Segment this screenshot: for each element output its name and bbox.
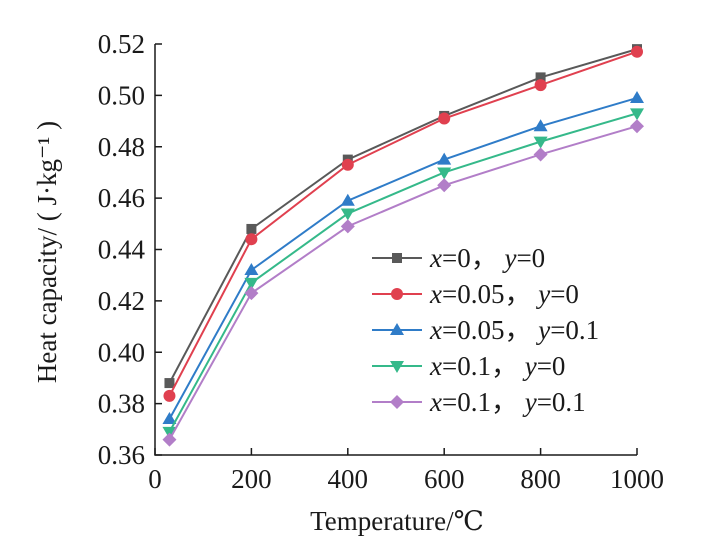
- legend-item-1: x=0， y=0: [372, 243, 545, 273]
- legend-label: x=0.05， y=0.1: [429, 315, 599, 345]
- data-point: [340, 219, 355, 234]
- legend-item-2: x=0.05， y=0: [372, 279, 579, 309]
- x-tick-label: 400: [328, 464, 369, 494]
- series-5: [162, 119, 644, 447]
- legend-item-4: x=0.1， y=0: [372, 351, 565, 381]
- data-point: [631, 45, 643, 58]
- y-tick-label: 0.52: [98, 29, 145, 59]
- data-point: [340, 193, 355, 206]
- data-point: [244, 277, 259, 290]
- x-tick-label: 200: [231, 464, 272, 494]
- series-line: [168, 125, 638, 441]
- data-point: [535, 72, 546, 83]
- data-point: [437, 178, 452, 193]
- data-point: [630, 119, 644, 134]
- data-point: [163, 389, 176, 402]
- series-2: [163, 45, 643, 402]
- y-axis-title: Heat capacity/ ( J·kg⁻¹ ): [32, 121, 62, 383]
- x-tick-label: 1000: [610, 464, 664, 494]
- legend-item-3: x=0.05， y=0.1: [372, 315, 599, 345]
- series-layer: [162, 44, 644, 447]
- y-tick-label: 0.46: [98, 183, 145, 213]
- data-point: [244, 263, 259, 276]
- y-tick-label: 0.44: [98, 235, 146, 265]
- y-tick-label: 0.48: [98, 132, 145, 162]
- data-point: [162, 432, 177, 447]
- data-point: [246, 223, 257, 234]
- data-point: [630, 108, 644, 121]
- legend-marker: [390, 323, 404, 335]
- data-point: [533, 147, 548, 162]
- x-tick-label: 600: [424, 464, 465, 494]
- legend-label: x=0.05， y=0: [429, 279, 579, 309]
- data-point: [340, 208, 355, 221]
- data-point: [437, 152, 452, 165]
- data-point: [534, 79, 547, 92]
- series-4: [162, 108, 644, 439]
- data-point: [630, 90, 644, 103]
- legend-marker: [391, 288, 403, 300]
- legend-marker: [390, 361, 404, 373]
- legend-label: x=0， y=0: [429, 243, 545, 273]
- legend-label: x=0.1， y=0.1: [429, 387, 586, 417]
- y-tick-label: 0.40: [98, 337, 145, 367]
- y-tick-label: 0.50: [98, 80, 145, 110]
- data-point: [437, 167, 452, 180]
- data-point: [162, 412, 177, 425]
- data-point: [245, 233, 258, 246]
- series-line: [168, 96, 638, 420]
- x-tick-label: 0: [148, 464, 162, 494]
- series-line: [168, 112, 638, 433]
- x-tick-label: 800: [520, 464, 561, 494]
- legend-marker: [390, 395, 404, 409]
- y-tick-label: 0.42: [98, 286, 145, 316]
- data-point: [244, 286, 259, 301]
- y-tick-label: 0.36: [98, 440, 145, 470]
- data-point: [438, 112, 451, 125]
- data-point: [341, 158, 354, 171]
- legend: x=0， y=0 x=0.05， y=0 x=0.05， y=0.1 x=0.1， y…: [372, 243, 599, 417]
- legend-item-5: x=0.1， y=0.1: [372, 387, 586, 417]
- series-3: [162, 90, 644, 425]
- y-tick-label: 0.38: [98, 389, 145, 419]
- data-point: [533, 136, 548, 149]
- series-line: [168, 50, 638, 397]
- series-line: [168, 48, 638, 384]
- axes: 0.36 0.38 0.40 0.42 0.44 0.46 0.48 0.50 0.52 0 200…: [98, 29, 664, 494]
- legend-label: x=0.1， y=0: [429, 351, 565, 381]
- data-point: [164, 378, 175, 389]
- x-axis-title: Temperature/℃: [310, 506, 484, 536]
- legend-marker: [392, 253, 402, 263]
- data-point: [533, 119, 548, 132]
